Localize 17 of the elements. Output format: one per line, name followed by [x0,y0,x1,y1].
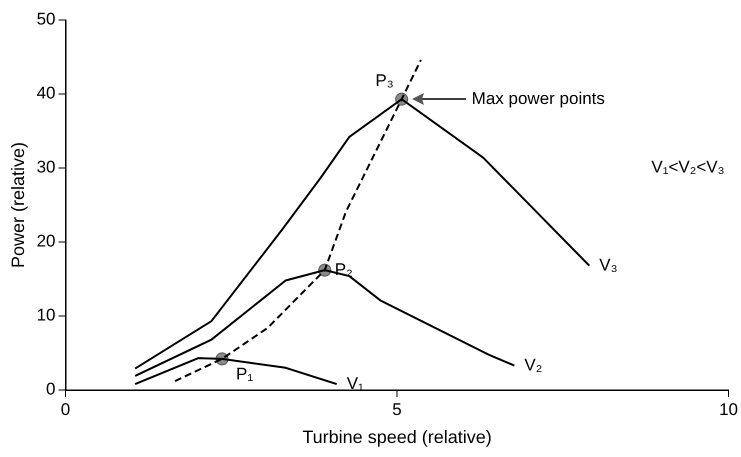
annotation: P₃ [375,70,394,90]
y-tick-label: 0 [46,380,56,399]
annotation: V₁<V₂<V₃ [651,158,725,177]
y-tick-label: 40 [36,84,56,103]
series-label: V₃ [599,255,618,274]
x-tick-label: 5 [392,400,402,419]
y-tick-label: 50 [36,10,56,29]
annotation: Max power points [472,88,605,108]
y-tick-label: 20 [36,232,56,251]
x-tick-label: 0 [60,400,70,419]
y-axis-title: Power (relative) [8,142,28,268]
annotation: P₁ [236,364,254,384]
x-axis-title: Turbine speed (relative) [302,427,492,448]
y-tick-label: 30 [36,158,56,177]
series-label: V₂ [524,355,542,374]
x-tick-label: 10 [719,400,738,419]
y-tick-label: 10 [36,306,56,325]
